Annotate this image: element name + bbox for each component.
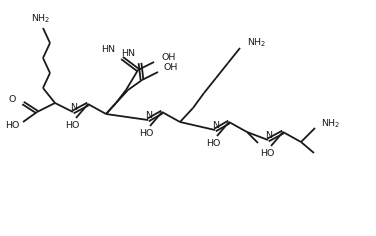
Text: N: N [146, 111, 153, 121]
Text: OH: OH [161, 52, 175, 62]
Text: HO: HO [260, 149, 274, 159]
Text: OH: OH [164, 63, 178, 72]
Text: HO: HO [5, 121, 20, 130]
Text: HO: HO [65, 122, 79, 131]
Text: NH$_2$: NH$_2$ [247, 37, 267, 49]
Text: N: N [71, 104, 77, 113]
Text: HN: HN [121, 50, 135, 59]
Text: HO: HO [206, 139, 220, 148]
Text: O: O [9, 96, 16, 105]
Text: HN: HN [101, 46, 115, 55]
Text: HO: HO [139, 130, 153, 139]
Text: N: N [212, 122, 220, 131]
Text: NH$_2$: NH$_2$ [321, 118, 341, 130]
Text: N: N [265, 131, 273, 140]
Text: NH$_2$: NH$_2$ [31, 13, 50, 25]
